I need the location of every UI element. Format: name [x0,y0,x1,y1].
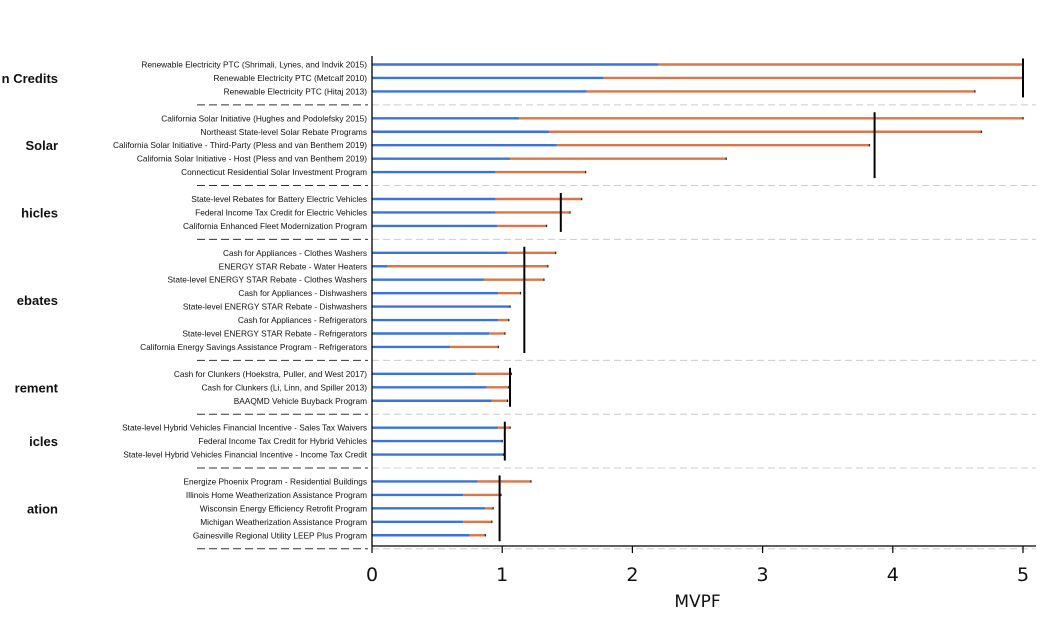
program-label: Cash for Appliances - Clothes Washers [223,248,367,258]
bar-end-cap [585,170,587,174]
program-label: Federal Income Tax Credit for Hybrid Veh… [198,436,367,446]
bar-end-cap [581,197,583,201]
bar-end-cap [974,90,976,93]
bar-end-cap [725,157,727,160]
bar-end-cap [484,534,486,537]
group-label: Solar [25,138,58,153]
program-label: Michigan Weatherization Assistance Progr… [200,517,367,527]
bar-end-cap [509,305,511,308]
bar-end-cap [503,453,505,456]
program-label: Cash for Appliances - Refrigerators [238,315,367,325]
bar-end-cap [491,520,493,523]
bar-end-cap [506,399,509,402]
program-label: Gainesville Regional Utility LEEP Plus P… [193,530,367,540]
bar-end-cap [508,386,510,389]
program-label: Connecticut Residential Solar Investment… [181,167,367,177]
program-label: Renewable Electricity PTC (Metcalf 2010) [213,73,367,83]
program-label: California Energy Savings Assistance Pro… [140,342,367,352]
program-label: State-level Hybrid Vehicles Financial In… [122,423,367,433]
bar-end-cap [510,372,513,376]
program-label: California Solar Initiative - Third-Part… [113,140,367,150]
bar-end-cap [555,251,557,254]
program-label: California Solar Initiative - Host (Ples… [137,154,367,164]
group-label: ation [27,501,58,516]
program-label: Cash for Appliances - Dishwashers [238,288,367,298]
group-label: rement [15,380,59,395]
program-label: State-level Rebates for Battery Electric… [191,194,367,204]
group-label: ebates [17,293,58,308]
program-label: Illinois Home Weatherization Assistance … [186,490,367,500]
x-tick-label: 4 [887,564,899,586]
program-label: Cash for Clunkers (Li, Linn, and Spiller… [201,382,367,392]
program-label: Cash for Clunkers (Hoekstra, Puller, and… [174,369,367,379]
group-label: hicles [21,205,58,220]
bar-end-cap [530,480,532,483]
group-label: icles [29,434,58,449]
program-label: State-level ENERGY STAR Rebate - Clothes… [167,275,367,285]
program-label: ENERGY STAR Rebate - Water Heaters [219,261,367,271]
bar-end-cap [569,211,571,214]
bar-end-cap [980,130,983,133]
bar-end-cap [508,318,510,322]
x-tick-label: 1 [496,564,508,586]
bar-end-cap [492,507,494,510]
program-label: BAAQMD Vehicle Buyback Program [234,396,367,406]
program-label: Renewable Electricity PTC (Hitaj 2013) [224,86,368,96]
bar-end-cap [519,291,522,295]
bar-end-cap [500,493,502,497]
bar-end-cap [509,426,511,429]
x-tick-label: 2 [626,564,638,586]
bar-end-cap [504,332,506,335]
x-tick-label: 0 [366,564,378,586]
program-label: Federal Income Tax Credit for Electric V… [195,207,367,217]
x-tick-label: 3 [757,564,769,586]
bar-end-cap [547,265,549,268]
program-label: California Enhanced Fleet Modernization … [183,221,367,231]
x-axis-title: MVPF [674,592,720,612]
bar-end-cap [545,224,548,228]
program-label: State-level ENERGY STAR Rebate - Refrige… [182,329,367,339]
program-label: California Solar Initiative (Hughes and … [161,113,367,123]
x-tick-label: 5 [1017,564,1029,586]
program-label: State-level ENERGY STAR Rebate - Dishwas… [183,302,367,312]
bar-end-cap [497,345,499,349]
bar-end-cap [1022,117,1024,120]
program-label: Renewable Electricity PTC (Shrimali, Lyn… [141,60,367,70]
program-label: State-level Hybrid Vehicles Financial In… [123,450,367,460]
bar-end-cap [501,439,503,443]
group-label: n Credits [2,71,58,86]
bar-end-cap [868,144,871,147]
program-label: Wisconsin Energy Efficiency Retrofit Pro… [200,503,367,513]
bar-end-cap [543,278,545,281]
program-label: Energize Phoenix Program - Residential B… [183,476,367,486]
program-label: Northeast State-level Solar Rebate Progr… [201,127,367,137]
